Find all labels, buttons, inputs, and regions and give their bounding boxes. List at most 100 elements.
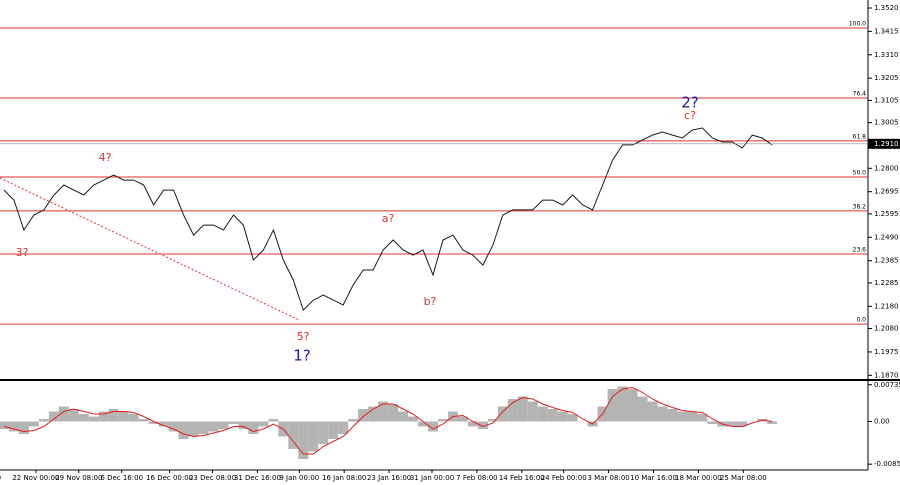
x-tick-label: 7 Feb 08:00 bbox=[456, 474, 497, 482]
fib-level-label: 61.8 bbox=[853, 133, 867, 140]
histogram-bar bbox=[298, 421, 309, 459]
x-tick-label: 23 Dec 08:00 bbox=[189, 474, 236, 482]
histogram-bar bbox=[487, 419, 498, 422]
histogram-bar bbox=[557, 411, 568, 422]
histogram-bar bbox=[617, 386, 628, 422]
last-price-label: 1.2910 bbox=[874, 140, 899, 148]
wave-label: 4? bbox=[99, 151, 112, 164]
x-tick-label: 16 Jan 08:00 bbox=[322, 474, 366, 482]
y-tick-label: 1.2595 bbox=[874, 210, 899, 218]
histogram-bar bbox=[58, 406, 69, 422]
histogram-bar bbox=[428, 421, 439, 432]
y-tick-label: 1.2800 bbox=[874, 164, 899, 172]
histogram-bar bbox=[507, 399, 518, 422]
y-tick-label: 0.00735 bbox=[874, 381, 900, 389]
histogram-bar bbox=[68, 409, 79, 422]
wave-label: 1? bbox=[293, 347, 311, 365]
fib-level-label: 100.0 bbox=[849, 21, 866, 28]
histogram-bar bbox=[647, 401, 658, 422]
y-tick-label: 1.3205 bbox=[874, 74, 899, 82]
histogram-bar bbox=[78, 414, 89, 422]
histogram-bar bbox=[467, 421, 478, 427]
histogram-bar bbox=[537, 406, 548, 422]
histogram-bar bbox=[188, 421, 199, 437]
y-tick-label: 1.1870 bbox=[874, 371, 899, 379]
histogram-bar bbox=[98, 411, 109, 422]
histogram-bar bbox=[687, 411, 698, 422]
y-tick-label: -0.00853 bbox=[874, 460, 900, 468]
y-tick-label: 1.2080 bbox=[874, 325, 899, 333]
x-tick-label: 22 Nov 00:00 bbox=[12, 474, 59, 482]
histogram-bar bbox=[737, 421, 748, 427]
x-tick-label: 29 Nov 08:00 bbox=[55, 474, 102, 482]
histogram-bar bbox=[8, 421, 19, 432]
y-tick-label: 0.00 bbox=[874, 418, 890, 426]
histogram-bar bbox=[408, 416, 419, 422]
wave-label: b? bbox=[424, 295, 437, 308]
x-tick-label: 24 Feb 00:00 bbox=[541, 474, 587, 482]
histogram-bar bbox=[368, 406, 379, 422]
histogram-bar bbox=[138, 419, 149, 422]
histogram-bar bbox=[358, 409, 369, 422]
histogram-bar bbox=[457, 416, 468, 422]
histogram-bar bbox=[398, 411, 409, 422]
fib-level-label: 76.4 bbox=[853, 90, 867, 97]
histogram-bar bbox=[218, 421, 229, 429]
histogram-bar bbox=[477, 421, 488, 429]
histogram-bar bbox=[348, 419, 359, 422]
histogram-bar bbox=[328, 421, 339, 439]
histogram-bar bbox=[378, 401, 389, 422]
histogram-bar bbox=[0, 421, 9, 429]
histogram-bar bbox=[567, 414, 578, 422]
x-tick-label: 16 Dec 00:00 bbox=[146, 474, 193, 482]
y-tick-label: 1.2695 bbox=[874, 188, 899, 196]
histogram-bar bbox=[168, 421, 179, 432]
series-line bbox=[3, 127, 773, 312]
fib-level-label: 50.0 bbox=[853, 169, 867, 176]
histogram-bar bbox=[667, 409, 678, 422]
fib-level-label: 0.0 bbox=[856, 317, 866, 324]
y-tick-label: 1.1975 bbox=[874, 348, 899, 356]
histogram-bar bbox=[657, 406, 668, 422]
wave-label: a? bbox=[382, 212, 395, 225]
x-tick-label: 16:00 bbox=[0, 474, 1, 482]
wave-label: 3? bbox=[16, 246, 29, 259]
y-tick-label: 1.2385 bbox=[874, 257, 899, 265]
histogram-bar bbox=[707, 421, 718, 424]
x-tick-label: 31 Jan 00:00 bbox=[410, 474, 454, 482]
y-tick-label: 1.3005 bbox=[874, 119, 899, 127]
x-tick-label: 9 Jan 00:00 bbox=[279, 474, 319, 482]
histogram-bar bbox=[238, 421, 249, 429]
histogram-bar bbox=[18, 421, 29, 434]
histogram-bar bbox=[677, 411, 688, 422]
x-tick-label: 25 Mar 08:00 bbox=[720, 474, 767, 482]
x-tick-label: 6 Dec 16:00 bbox=[100, 474, 143, 482]
histogram-bar bbox=[627, 389, 638, 422]
histogram-bar bbox=[248, 421, 259, 434]
wave-label: c? bbox=[684, 109, 696, 122]
x-tick-label: 18 Mar 00:00 bbox=[675, 474, 722, 482]
histogram-bar bbox=[208, 421, 219, 432]
y-tick-label: 1.3415 bbox=[874, 27, 899, 35]
histogram-bar bbox=[108, 409, 119, 422]
histogram-bar bbox=[727, 421, 738, 427]
histogram-bar bbox=[198, 421, 209, 434]
y-tick-label: 1.2490 bbox=[874, 233, 899, 241]
histogram-bar bbox=[38, 419, 49, 422]
x-tick-label: 23 Jan 16:00 bbox=[367, 474, 411, 482]
histogram-bar bbox=[148, 421, 159, 424]
histogram-bar bbox=[158, 421, 169, 427]
histogram-bar bbox=[497, 406, 508, 422]
histogram-bar bbox=[118, 411, 129, 422]
histogram-bar bbox=[308, 421, 319, 452]
histogram-bar bbox=[258, 421, 269, 427]
histogram-bar bbox=[178, 421, 189, 439]
y-tick-label: 1.3105 bbox=[874, 96, 899, 104]
y-tick-label: 1.2285 bbox=[874, 279, 899, 287]
histogram-bar bbox=[418, 421, 429, 427]
histogram-bar bbox=[338, 421, 349, 434]
last-price-box bbox=[868, 138, 900, 149]
x-tick-label: 10 Mar 16:00 bbox=[630, 474, 677, 482]
